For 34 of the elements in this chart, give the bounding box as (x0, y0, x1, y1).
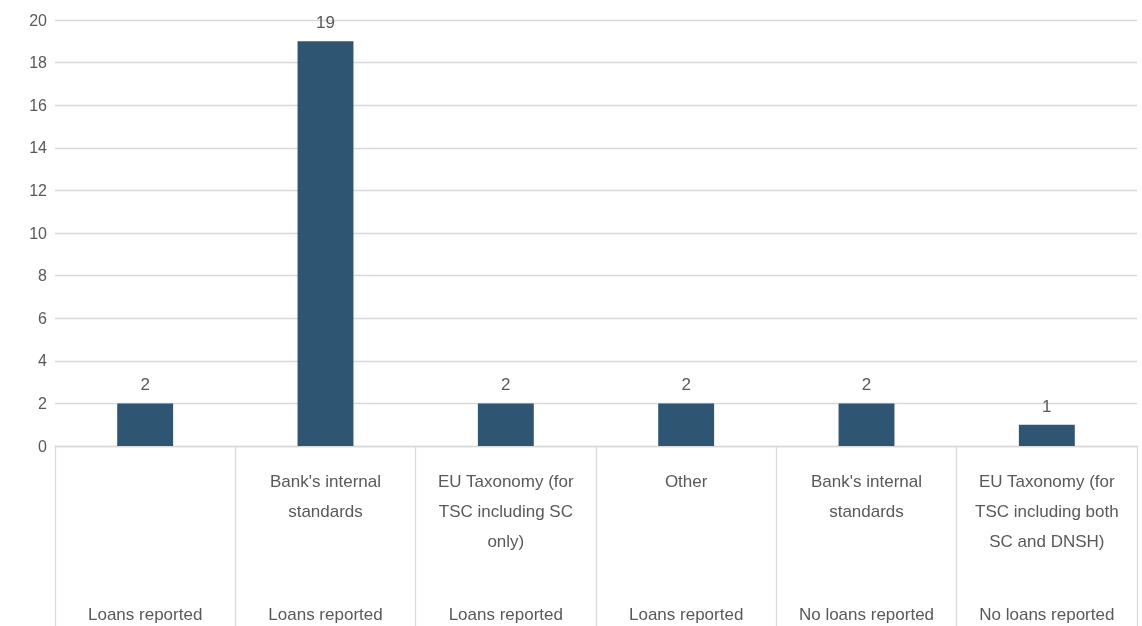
text: Loans reported (268, 605, 383, 624)
bar (297, 41, 354, 446)
y-tick-label: 16 (29, 96, 48, 114)
bar (477, 403, 534, 446)
x-tick-label: Other (664, 471, 708, 491)
x-tick-label: EU Taxonomy (for TSC including SC only) (437, 471, 575, 551)
text: Loans reported (87, 605, 203, 624)
data-label: 1 (1042, 396, 1052, 416)
bar (1018, 424, 1075, 446)
data-label: 2 (140, 375, 150, 395)
bar (117, 403, 174, 446)
y-tick-label: 18 (29, 54, 48, 72)
text: No loans reported (798, 605, 935, 624)
text: No loans reported (979, 605, 1115, 624)
y-tick-label: 6 (38, 309, 48, 327)
data-label: 2 (681, 375, 691, 395)
y-tick-label: 12 (29, 181, 48, 199)
y-tick-label: 0 (38, 437, 48, 455)
text: Loans reported (448, 605, 564, 624)
y-tick-label: 2 (38, 394, 48, 412)
bar (838, 403, 895, 446)
y-tick-label: 4 (38, 352, 48, 370)
x-tick-label: Bank's internal standards (270, 471, 381, 521)
y-tick-label: 10 (29, 224, 48, 242)
data-label: 2 (501, 375, 511, 395)
data-label: 19 (316, 13, 335, 33)
text: Loans reported (628, 605, 744, 624)
data-label: 2 (861, 375, 872, 395)
bar (658, 403, 715, 446)
y-tick-label: 14 (29, 139, 48, 157)
y-tick-label: 20 (29, 11, 48, 29)
y-tick-label: 8 (38, 267, 48, 285)
x-tick-label: Bank's internal standards (811, 471, 922, 521)
x-tick-label: EU Taxonomy (for TSC including both SC and DNSH) (975, 471, 1119, 551)
